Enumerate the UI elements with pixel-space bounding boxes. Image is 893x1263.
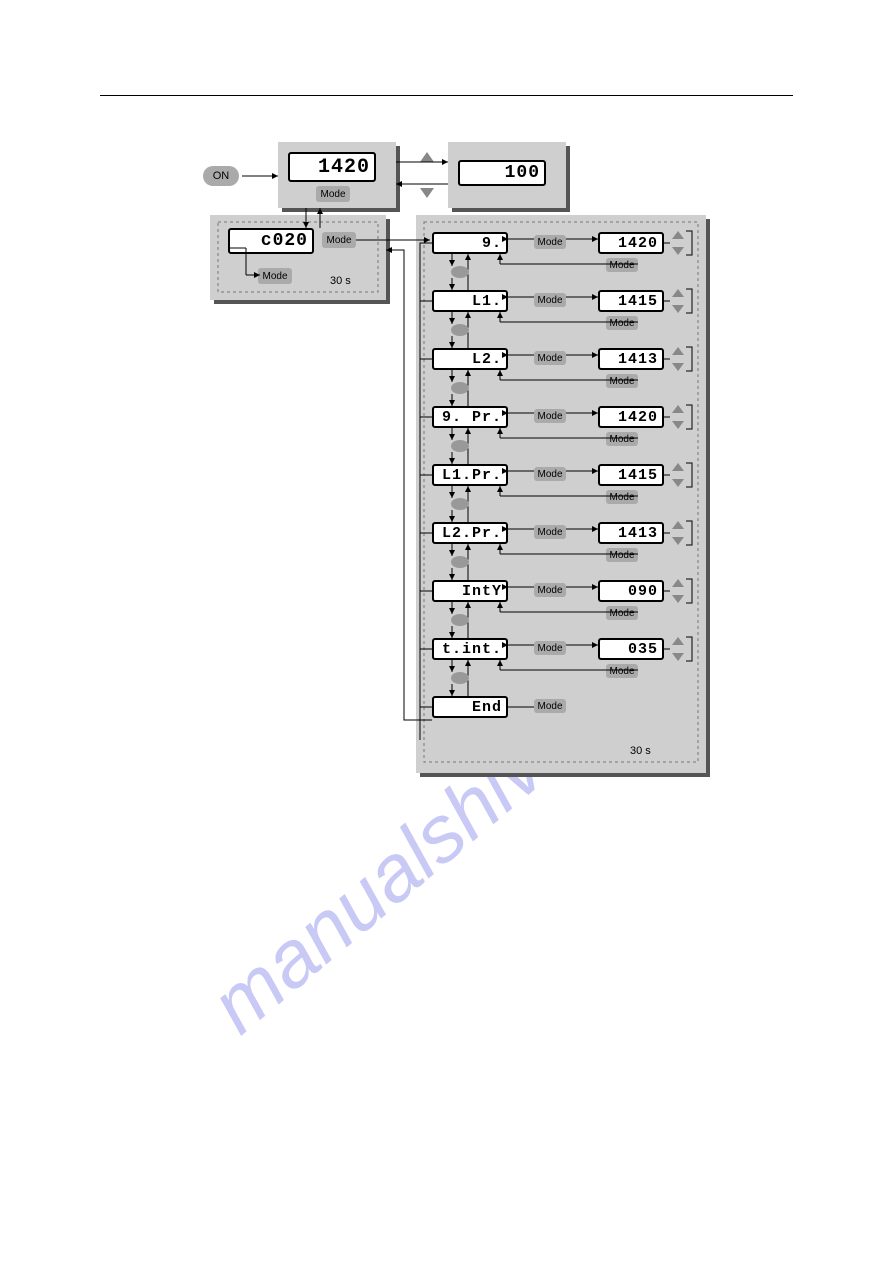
page: manualshive.com ON 1420 Mode 100 c020 Mo… xyxy=(0,0,893,1263)
connector-lines xyxy=(0,0,893,1263)
